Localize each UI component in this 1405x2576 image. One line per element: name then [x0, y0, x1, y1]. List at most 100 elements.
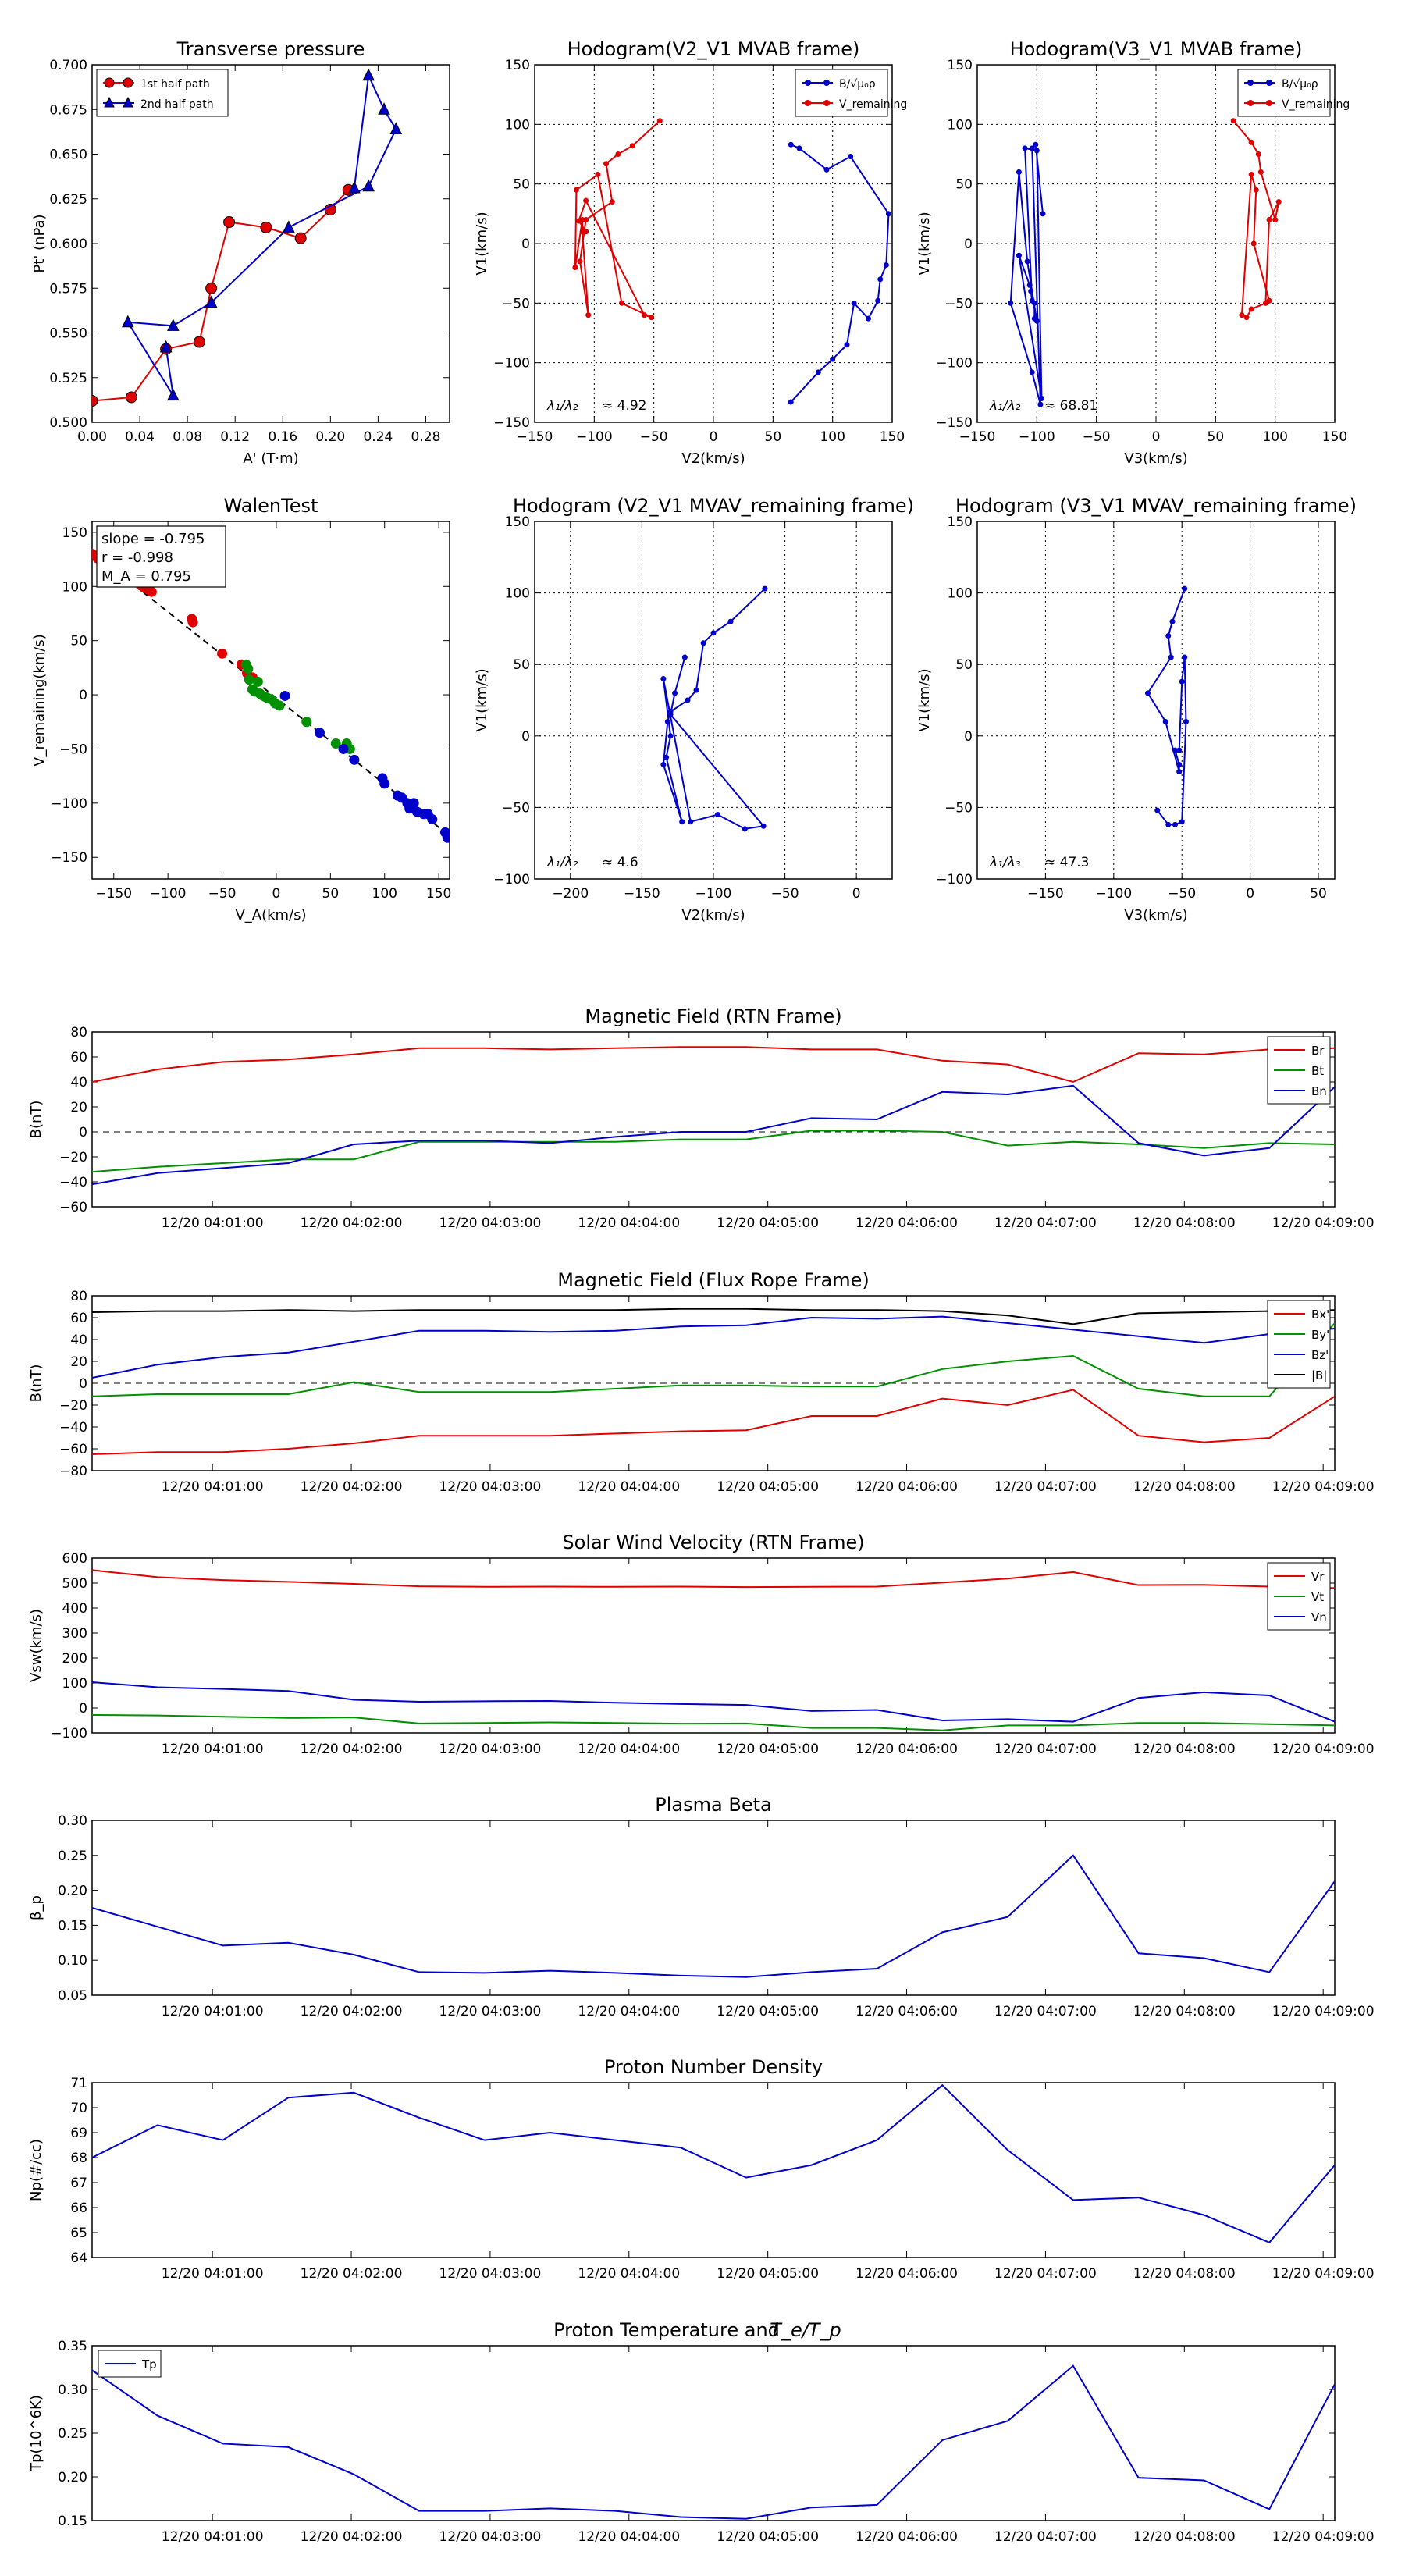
time-tick-label: 12/20 04:03:00: [439, 1479, 542, 1495]
y-axis-label: Vsw(km/s): [28, 1609, 44, 1682]
legend: B/√μ₀ρ V_remaining: [795, 69, 907, 117]
y-tick-label: 150: [505, 58, 530, 73]
x-tick-label: 100: [820, 429, 845, 445]
data-point: [1028, 288, 1034, 294]
data-point: [656, 118, 663, 124]
y-tick-label: −50: [502, 800, 530, 816]
time-tick-label: 12/20 04:05:00: [717, 1215, 819, 1231]
legend-label: |B|: [1311, 1368, 1327, 1382]
y-tick-label: 100: [948, 586, 973, 602]
data-point: [1168, 654, 1174, 660]
data-point: [1272, 216, 1279, 222]
data-point: [660, 676, 667, 682]
data-point: [314, 728, 325, 738]
panel-vsw: Solar Wind Velocity (RTN Frame) 12/20 04:…: [28, 1532, 1375, 1757]
time-tick-label: 12/20 04:06:00: [855, 1479, 958, 1495]
lambda-value: ≈ 4.92: [602, 398, 647, 414]
chart-title: Hodogram(V3_V1 MVAB frame): [1010, 38, 1303, 60]
data-point: [1179, 819, 1185, 825]
data-point: [615, 151, 621, 157]
data-point: [1016, 252, 1022, 258]
data-point: [679, 819, 685, 825]
plot-frame: [91, 2082, 1336, 2258]
legend-label: Tp: [141, 2357, 157, 2371]
data-point: [1029, 145, 1035, 151]
data-point: [1239, 312, 1245, 318]
x-tick-label: 0.12: [220, 429, 250, 445]
panel-tp: Transverse pressure 0.00 0.04 0.08 0.12 0.16 0…: [31, 38, 450, 467]
data-point: [609, 199, 615, 205]
data-point: [379, 778, 390, 789]
data-point: [714, 812, 720, 818]
time-tick-label: 12/20 04:05:00: [717, 1479, 819, 1495]
series-V: [572, 118, 663, 321]
data-point: [844, 342, 850, 348]
x-tick-label: −150: [517, 429, 553, 445]
series-1st half path: [92, 183, 354, 407]
x-tick-label: 0: [1152, 429, 1161, 445]
chart-title-math: T_e/T_p: [770, 2319, 841, 2341]
data-point: [1176, 747, 1183, 753]
data-point: [1243, 315, 1250, 321]
chart-title: Proton Number Density: [604, 2056, 823, 2078]
y-tick-label: 600: [62, 1551, 87, 1567]
time-tick-label: 12/20 04:07:00: [994, 1215, 1097, 1231]
legend-marker: [1247, 80, 1254, 86]
data-point: [1230, 118, 1236, 124]
y-tick-label: 50: [513, 657, 530, 673]
data-point: [641, 312, 647, 318]
legend-label: 1st half path: [140, 78, 210, 91]
data-point: [1162, 718, 1168, 724]
data-point: [572, 265, 578, 271]
x-tick-label: 50: [765, 429, 782, 445]
data-point: [1248, 171, 1254, 177]
data-point: [1179, 678, 1185, 685]
time-tick-label: 12/20 04:03:00: [439, 1215, 542, 1231]
y-tick-label: −150: [493, 415, 530, 431]
y-axis-label: V1(km/s): [916, 668, 933, 731]
data-point: [1033, 318, 1040, 324]
legend: Vr Vt Vn: [1267, 1562, 1331, 1631]
x-tick-label: −100: [1019, 429, 1055, 445]
legend-label: Bx': [1311, 1308, 1329, 1322]
series-Vr: [92, 1569, 1335, 1589]
time-tick-label: 12/20 04:04:00: [578, 2266, 680, 2282]
data-point: [1176, 769, 1183, 775]
y-tick-label: 0.20: [58, 2470, 87, 2485]
x-tick-label: 0.04: [125, 429, 155, 445]
plot-frame: [91, 1031, 1336, 1208]
x-tick-label: −50: [771, 886, 799, 902]
data-point: [283, 220, 295, 233]
data-point: [649, 315, 655, 321]
x-tick-label: 150: [1322, 429, 1347, 445]
time-tick-label: 12/20 04:02:00: [301, 1742, 403, 1757]
y-tick-label: 60: [70, 1311, 87, 1326]
y-tick-label: 100: [62, 1676, 87, 1692]
legend-label: V_remaining: [1282, 98, 1350, 111]
data-point: [885, 211, 891, 217]
series-green: [240, 659, 355, 754]
y-tick-label: 69: [70, 2126, 87, 2141]
y-axis-label: β_p: [28, 1895, 44, 1920]
y-tick-label: 100: [505, 586, 530, 602]
chart-title: Hodogram(V2_V1 MVAB frame): [567, 38, 860, 60]
data-point: [205, 295, 218, 308]
data-point: [883, 262, 889, 268]
series-Bz': [92, 1315, 1335, 1379]
data-point: [583, 229, 589, 235]
x-tick-label: −50: [1168, 886, 1196, 902]
data-point: [762, 585, 768, 592]
data-point: [274, 700, 285, 711]
time-tick-label: 12/20 04:06:00: [855, 2004, 958, 2019]
y-tick-label: 60: [70, 1050, 87, 1066]
data-point: [1033, 148, 1040, 154]
stats-line: M_A = 0.795: [101, 568, 191, 585]
y-tick-label: 80: [70, 1025, 87, 1041]
data-point: [378, 102, 390, 115]
data-point: [338, 743, 349, 754]
stats-line: r = -0.998: [101, 550, 173, 566]
y-tick-label: 80: [70, 1289, 87, 1304]
series-V: [1145, 585, 1189, 827]
data-point: [1183, 718, 1189, 724]
time-tick-label: 12/20 04:06:00: [855, 2529, 958, 2545]
